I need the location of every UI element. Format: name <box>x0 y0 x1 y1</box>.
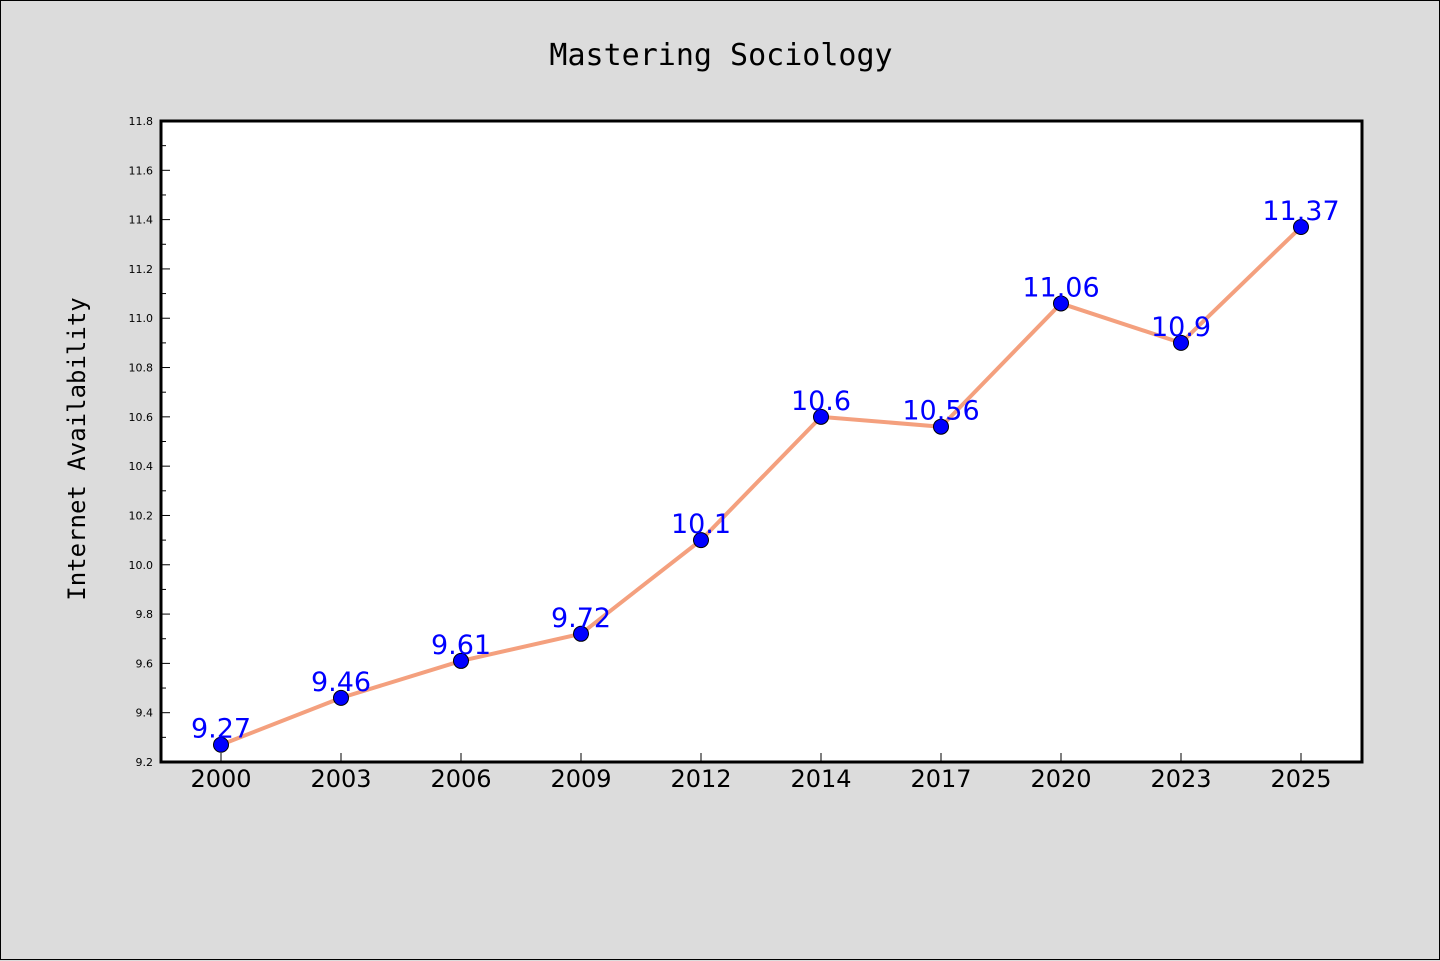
data-point[interactable] <box>213 736 229 753</box>
x-tick-label: 2000 <box>190 765 251 793</box>
x-tick-label: 2017 <box>910 765 971 793</box>
data-point[interactable] <box>573 625 589 642</box>
data-label: 9.46 <box>311 667 371 698</box>
data-label: 10.56 <box>902 396 979 427</box>
data-point[interactable] <box>333 689 349 706</box>
data-point[interactable] <box>1173 334 1189 351</box>
data-label: 9.61 <box>431 630 491 661</box>
x-axis-ticks: 2000 2003 2006 2009 2012 2014 2017 2020 2023 2025 <box>190 753 1332 793</box>
y-tick-label: 10.4 <box>129 460 154 473</box>
y-tick-label: 10.6 <box>129 411 154 424</box>
chart-title: Mastering Sociology <box>549 38 892 73</box>
y-tick-label: 9.6 <box>136 657 154 670</box>
data-label: 11.37 <box>1262 196 1339 227</box>
data-point[interactable] <box>453 652 469 669</box>
data-label: 10.6 <box>791 386 851 417</box>
data-point[interactable] <box>1293 219 1309 236</box>
y-tick-label: 10.0 <box>129 559 154 572</box>
y-tick-label: 10.8 <box>129 362 154 375</box>
y-tick-label: 11.4 <box>129 214 154 227</box>
y-tick-label: 9.8 <box>136 608 154 621</box>
x-tick-label: 2012 <box>670 765 731 793</box>
data-point[interactable] <box>693 532 709 549</box>
series-line <box>219 225 1303 747</box>
series-layer <box>213 219 1309 753</box>
y-tick-label: 11.6 <box>129 164 154 177</box>
data-label: 10.1 <box>671 509 731 540</box>
y-tick-label: 11.8 <box>129 115 154 128</box>
y-tick-label: 11.2 <box>129 263 154 276</box>
x-tick-label: 2023 <box>1150 765 1211 793</box>
y-axis-label: Internet Availability <box>63 297 91 600</box>
data-label: 9.27 <box>191 714 251 745</box>
y-tick-label: 11.0 <box>129 312 154 325</box>
x-tick-label: 2009 <box>550 765 611 793</box>
data-labels: 9.27 9.46 9.61 9.72 10.1 10.6 10.56 11.06 10.9 11… <box>191 196 1340 745</box>
data-point[interactable] <box>1053 295 1069 312</box>
x-tick-label: 2025 <box>1270 765 1331 793</box>
y-tick-label: 9.2 <box>136 756 154 769</box>
data-point[interactable] <box>813 408 829 425</box>
data-label: 10.9 <box>1151 312 1211 343</box>
y-tick-label: 9.4 <box>136 707 154 720</box>
data-label: 11.06 <box>1022 272 1099 303</box>
x-tick-label: 2003 <box>310 765 371 793</box>
x-tick-label: 2006 <box>430 765 491 793</box>
x-tick-label: 2014 <box>790 765 851 793</box>
x-tick-label: 2020 <box>1030 765 1091 793</box>
y-tick-label: 10.2 <box>129 509 154 522</box>
y-axis-ticks: 9.2 9.4 9.6 9.8 10.0 10.2 10.4 10.6 10.8 11.0 11.2… <box>129 115 170 769</box>
data-label: 9.72 <box>551 603 611 634</box>
plot-area <box>159 119 1364 764</box>
data-point[interactable] <box>933 418 949 435</box>
